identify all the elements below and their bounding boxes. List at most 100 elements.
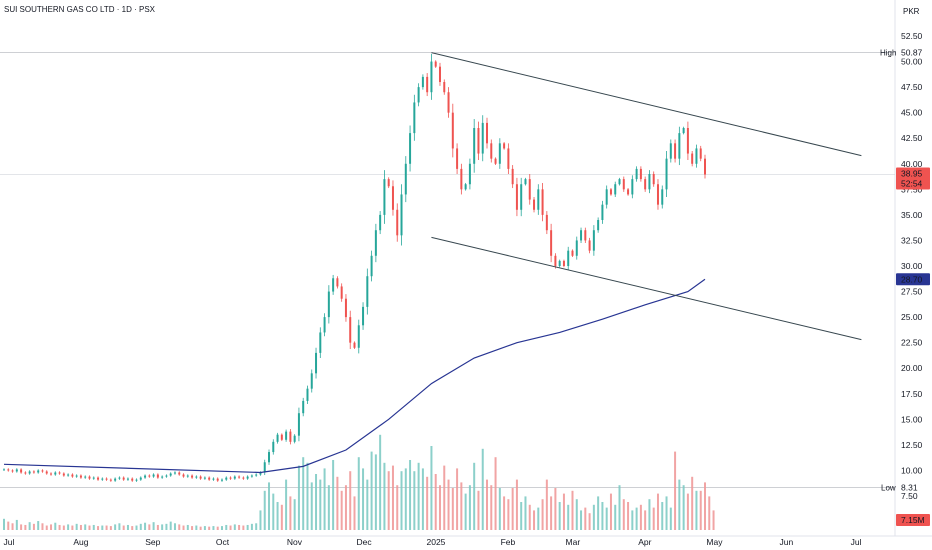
volume-bar — [537, 507, 540, 530]
x-tick-label: Nov — [287, 537, 303, 547]
x-tick-label: 2025 — [427, 537, 446, 547]
volume-bar — [601, 502, 604, 530]
volume-bar — [229, 525, 232, 530]
volume-bar — [712, 510, 715, 530]
volume-bar — [7, 521, 10, 530]
high-label: High — [880, 49, 896, 58]
volume-bar — [297, 465, 300, 530]
candle-body — [50, 473, 53, 475]
volume-bar — [135, 525, 138, 530]
volume-bar — [71, 525, 74, 530]
volume-bar — [558, 502, 561, 530]
volume-bar — [421, 468, 424, 530]
volume-bar — [674, 451, 677, 530]
volume-badge — [896, 514, 930, 526]
volume-bar — [665, 496, 668, 530]
candle-body — [7, 469, 10, 471]
candle-body — [426, 76, 429, 93]
volume-bar — [182, 525, 185, 530]
volume-bar — [302, 457, 305, 530]
y-tick-label: 47.50 — [901, 82, 923, 92]
volume-bar — [255, 523, 258, 530]
candle-body — [11, 470, 14, 472]
volume-bar — [456, 468, 459, 530]
x-tick-label: Sep — [145, 537, 160, 547]
volume-bar — [186, 524, 189, 530]
volume-bar — [212, 526, 215, 530]
volume-bar — [614, 504, 617, 530]
volume-bar — [263, 490, 266, 530]
volume-bar — [682, 485, 685, 530]
volume-bar — [434, 474, 437, 530]
candle-body — [370, 255, 373, 277]
volume-bar — [285, 479, 288, 530]
y-tick-label: 40.00 — [901, 159, 923, 169]
volume-bar — [220, 526, 223, 530]
y-tick-label: 10.00 — [901, 465, 923, 475]
volume-bar — [79, 524, 82, 530]
volume-bar — [349, 471, 352, 530]
candle-body — [656, 184, 659, 205]
low-value: 8.31 — [901, 483, 918, 493]
volume-bar — [144, 522, 147, 530]
y-tick-label: 20.00 — [901, 363, 923, 373]
candle-body — [387, 179, 390, 187]
candle-body — [195, 476, 198, 478]
y-tick-label: 22.50 — [901, 338, 923, 348]
volume-bar — [344, 485, 347, 530]
y-tick-label: 30.00 — [901, 261, 923, 271]
candle-body — [627, 189, 630, 195]
candle-body — [3, 469, 5, 471]
x-tick-label: Dec — [356, 537, 372, 547]
volume-bar — [468, 485, 471, 530]
candle-body — [24, 472, 27, 474]
volume-bar — [357, 457, 360, 530]
candle-body — [285, 431, 288, 440]
candle-body — [631, 179, 634, 195]
x-tick-label: Apr — [638, 537, 651, 547]
candle-body — [276, 434, 279, 442]
candle-body — [503, 143, 506, 149]
volume-bar — [131, 526, 134, 530]
candle-body — [97, 477, 100, 480]
candle-body — [648, 174, 651, 190]
volume-bar — [669, 507, 672, 530]
candle-body — [652, 174, 655, 185]
candle-body — [562, 260, 565, 266]
candle-body — [101, 478, 104, 480]
volume-bar — [515, 479, 518, 530]
volume-bar — [11, 523, 14, 530]
candle-body — [674, 143, 677, 159]
candle-body — [297, 413, 300, 436]
candle-body — [182, 474, 185, 477]
candle-body — [165, 475, 168, 477]
candle-body — [173, 472, 176, 474]
candle-body — [148, 475, 151, 477]
candle-body — [622, 179, 625, 190]
volume-bar — [126, 524, 129, 530]
volume-bar — [75, 523, 78, 530]
candle-body — [567, 250, 570, 266]
volume-bar — [272, 493, 275, 530]
candle-body — [695, 148, 698, 164]
volume-bar — [178, 524, 181, 530]
x-tick-label: Mar — [566, 537, 581, 547]
volume-bar — [575, 499, 578, 530]
volume-bar — [618, 485, 621, 530]
volume-bar — [118, 523, 121, 530]
candle-body — [494, 158, 497, 164]
candle-body — [114, 478, 117, 481]
candle-body — [233, 476, 236, 479]
candle-body — [203, 477, 206, 479]
trendline-lower[interactable] — [431, 236, 862, 341]
volume-bar — [84, 524, 87, 530]
volume-bar — [216, 526, 219, 530]
trendline-upper[interactable] — [431, 52, 862, 157]
y-tick-label: 15.00 — [901, 414, 923, 424]
volume-bar — [622, 499, 625, 530]
candle-body — [315, 352, 318, 374]
volume-bar — [199, 526, 202, 530]
volume-bar — [524, 496, 527, 530]
volume-bar — [238, 524, 241, 530]
